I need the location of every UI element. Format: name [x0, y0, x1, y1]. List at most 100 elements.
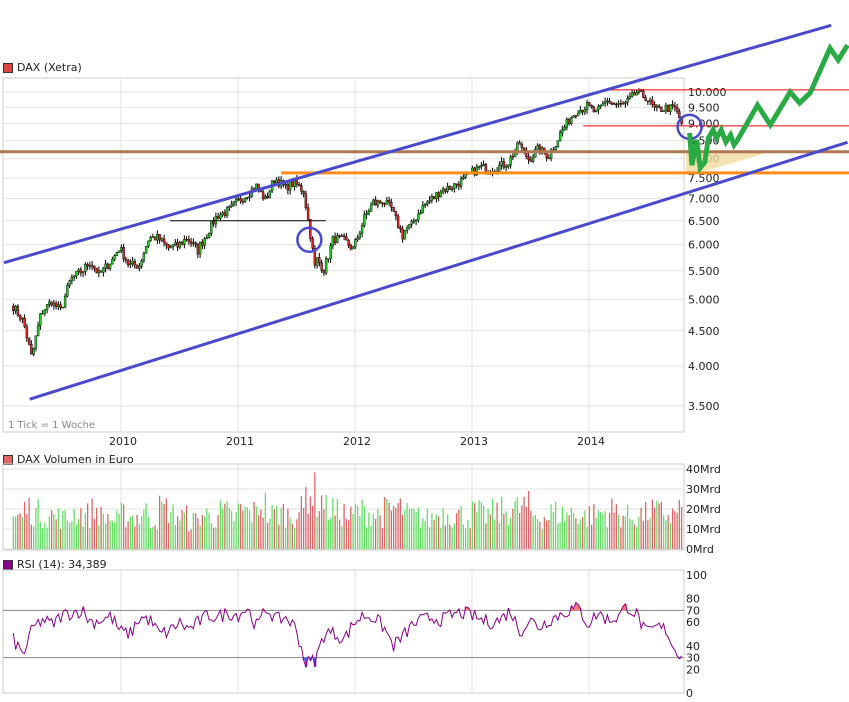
candle [628, 96, 632, 99]
candle [160, 238, 164, 241]
candle [275, 179, 278, 183]
candle [498, 165, 501, 172]
candle [327, 258, 330, 260]
candle [414, 219, 418, 222]
candle [408, 224, 411, 229]
candle [248, 195, 251, 198]
volume-tick-label: 0Mrd [686, 543, 714, 556]
candle [239, 198, 242, 202]
candle [678, 111, 681, 119]
candle [653, 104, 656, 108]
candle [558, 132, 562, 142]
candle [102, 267, 105, 273]
rsi-overbought-fill [464, 607, 468, 611]
candle [140, 260, 143, 267]
tick-note: 1 Tick = 1 Woche [8, 420, 96, 431]
candle [75, 271, 78, 277]
candle [360, 225, 364, 234]
rsi-tick-label: 80 [686, 593, 700, 606]
candle [131, 261, 134, 264]
candle [237, 198, 240, 200]
candle [167, 244, 170, 249]
candle [594, 109, 598, 113]
candle [331, 236, 335, 247]
candle [144, 246, 148, 254]
candle [214, 216, 218, 225]
candle [25, 326, 29, 339]
candle [151, 236, 155, 238]
candle [149, 236, 152, 242]
candle [655, 105, 659, 108]
candle [635, 92, 638, 96]
candle [142, 253, 146, 261]
candle [412, 220, 416, 223]
candle [585, 102, 589, 110]
candle [648, 99, 652, 102]
candle [108, 263, 112, 269]
candle [207, 233, 211, 238]
candle [230, 203, 233, 207]
candle [621, 103, 625, 105]
candle [534, 149, 537, 158]
candle [340, 235, 344, 237]
candle [165, 242, 168, 246]
candle [428, 200, 431, 203]
candle [264, 196, 267, 200]
candle [147, 240, 150, 247]
y-tick-label: 6.000 [688, 239, 720, 252]
candle [21, 317, 24, 320]
candle [457, 184, 461, 187]
candle [644, 97, 647, 101]
candle [385, 200, 389, 205]
candle [669, 104, 672, 113]
candle [336, 235, 339, 243]
candle [174, 242, 177, 246]
candle [601, 103, 605, 106]
candle [30, 344, 33, 355]
candle [549, 149, 553, 159]
candle [241, 200, 245, 203]
candle [516, 142, 519, 152]
candle [417, 213, 420, 221]
candle [642, 90, 645, 98]
price-legend: DAX (Xetra) [3, 61, 82, 74]
candle [419, 212, 422, 215]
candle [63, 295, 67, 308]
candle [291, 181, 294, 187]
candle [626, 98, 629, 103]
rsi-overbought-fill [577, 604, 580, 611]
candle [610, 102, 614, 105]
candle [273, 180, 276, 183]
rsi-title: RSI (14): 34,389 [17, 558, 107, 571]
candle [228, 206, 231, 209]
candle [97, 270, 101, 274]
highlight-circle [296, 226, 323, 254]
candle [54, 302, 58, 308]
candle [43, 309, 47, 314]
candle [374, 199, 377, 206]
candle [378, 200, 382, 203]
candle [581, 109, 584, 113]
y-tick-label: 4.000 [688, 360, 720, 373]
candle [300, 185, 303, 192]
candle [597, 106, 600, 111]
rsi-line [12, 601, 683, 669]
volume-tick-label: 10Mrd [686, 523, 721, 536]
candle [507, 164, 510, 167]
candle [592, 106, 596, 113]
candle [603, 101, 607, 104]
candle [484, 164, 488, 173]
candle [183, 239, 186, 245]
y-tick-label: 3.500 [688, 400, 720, 413]
rsi-overbought-fill [624, 604, 627, 611]
candle [410, 220, 413, 225]
candle [266, 196, 269, 199]
candle [66, 285, 69, 297]
panel-frame [2, 77, 685, 433]
rsi-overbought-fill [572, 608, 576, 611]
candle [124, 258, 128, 261]
candle [84, 264, 87, 272]
candle [203, 238, 206, 246]
candle [608, 100, 611, 104]
candle [450, 188, 454, 191]
